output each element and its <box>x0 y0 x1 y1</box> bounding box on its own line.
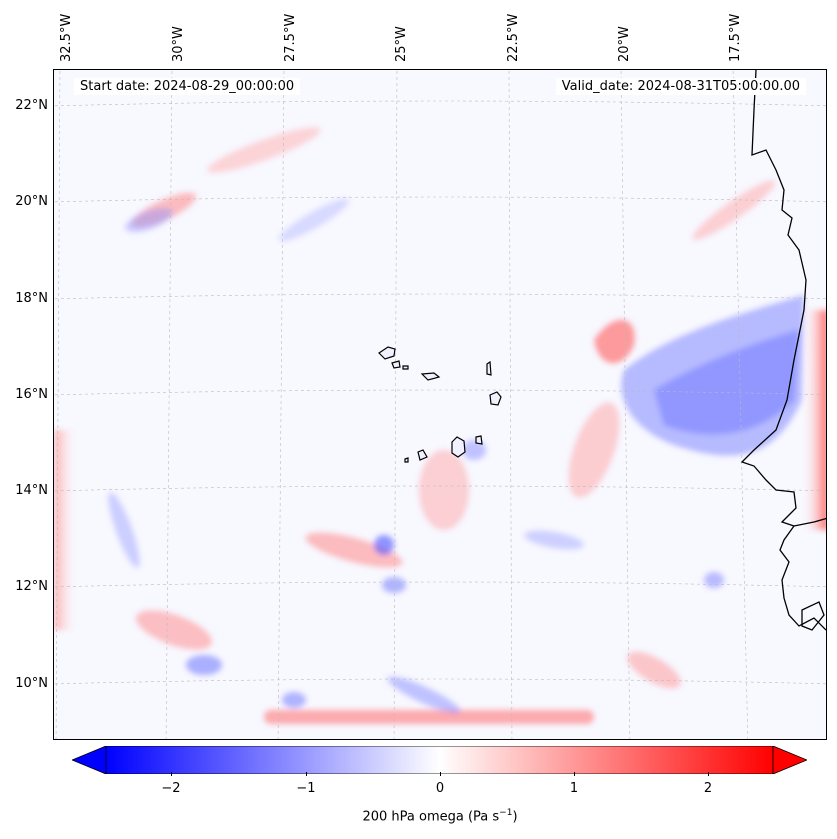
gridlines <box>54 70 826 739</box>
lon-label-25w: 25°W <box>394 26 409 62</box>
coastline <box>740 70 826 631</box>
lon-label-30w: 30°W <box>171 26 186 62</box>
colorbar-gradient <box>105 746 774 774</box>
lat-label-12n: 12°N <box>15 579 48 594</box>
cape-verde-islands <box>378 346 502 463</box>
colorbar <box>72 746 807 774</box>
lon-label-22.5w: 22.5°W <box>506 13 521 62</box>
omega-contours <box>54 127 826 724</box>
valid-date-label: Valid_date: 2024-08-31T05:00:00.00 <box>555 78 806 95</box>
colorbar-tick-2: 2 <box>703 781 713 796</box>
lat-label-14n: 14°N <box>15 483 48 498</box>
omega-field <box>54 70 826 739</box>
map-panel[interactable]: Start date: 2024-08-29_00:00:00 Valid_da… <box>53 69 827 740</box>
lat-label-20n: 20°N <box>15 194 48 209</box>
colorbar-tick-neg1: −1 <box>296 781 316 796</box>
lat-label-10n: 10°N <box>15 676 48 691</box>
start-date-label: Start date: 2024-08-29_00:00:00 <box>74 78 301 95</box>
colorbar-extend-high <box>772 746 807 774</box>
lon-label-32.5w: 32.5°W <box>59 13 74 62</box>
lat-label-22n: 22°N <box>15 98 48 113</box>
lon-label-27.5w: 27.5°W <box>283 13 298 62</box>
colorbar-tick-1: 1 <box>569 781 579 796</box>
colorbar-tick-0: 0 <box>435 781 445 796</box>
lat-label-16n: 16°N <box>15 387 48 402</box>
colorbar-tick-neg2: −2 <box>161 781 181 796</box>
lon-label-20w: 20°W <box>617 26 632 62</box>
lat-label-18n: 18°N <box>15 291 48 306</box>
colorbar-extend-low <box>72 746 107 774</box>
lon-label-17.5w: 17.5°W <box>728 13 743 62</box>
colorbar-label: 200 hPa omega (Pa s−1) <box>362 808 518 825</box>
